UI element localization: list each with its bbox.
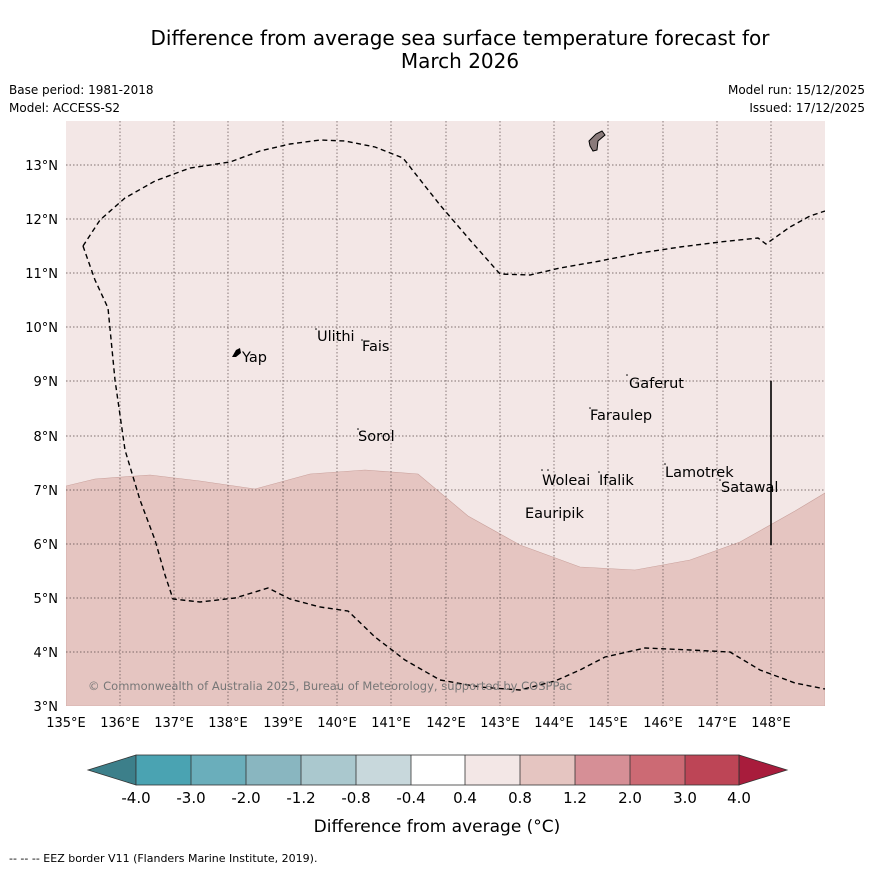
colorbar-tick: 1.2 — [563, 789, 587, 807]
lat-label: 5°N — [34, 592, 59, 607]
colorbar-tick: 2.0 — [618, 789, 642, 807]
yap-island — [232, 348, 241, 357]
lon-label: 137°E — [154, 716, 194, 731]
place-lamotrek: Lamotrek — [665, 465, 734, 481]
anomaly-region-warm — [66, 469, 825, 706]
colorbar-tick: 3.0 — [673, 789, 697, 807]
place-ulithi: Ulithi — [317, 329, 355, 345]
place-yap: Yap — [241, 350, 267, 366]
lat-label: 8°N — [34, 430, 59, 445]
colorbar-swatch — [465, 755, 520, 785]
colorbar-swatch — [520, 755, 575, 785]
lon-label: 136°E — [100, 716, 140, 731]
colorbar-swatch — [685, 755, 739, 785]
map-title: Difference from average sea surface temp… — [0, 27, 873, 73]
lon-label: 146°E — [643, 716, 683, 731]
lon-label: 140°E — [317, 716, 357, 731]
colorbar-tick: -1.2 — [286, 789, 315, 807]
meta-left: Base period: 1981-2018 Model: ACCESS-S2 — [9, 81, 154, 117]
place-satawal: Satawal — [721, 480, 778, 496]
meta-right: Model run: 15/12/2025 Issued: 17/12/2025 — [728, 81, 865, 117]
lat-label: 6°N — [34, 538, 59, 553]
lat-label: 13°N — [25, 159, 58, 174]
eez-footnote: -- -- -- EEZ border V11 (Flanders Marine… — [9, 852, 318, 865]
lon-label: 139°E — [263, 716, 303, 731]
colorbar-swatch — [301, 755, 356, 785]
map-copyright: © Commonwealth of Australia 2025, Bureau… — [88, 679, 572, 693]
colorbar-tick: -2.0 — [231, 789, 260, 807]
colorbar-swatch — [575, 755, 630, 785]
colorbar-tick: 4.0 — [727, 789, 751, 807]
lat-label: 3°N — [34, 700, 59, 715]
lon-label: 141°E — [371, 716, 411, 731]
colorbar-tick: -0.8 — [341, 789, 370, 807]
place-faraulep: Faraulep — [590, 408, 652, 424]
colorbar-swatch — [246, 755, 301, 785]
lon-label: 144°E — [534, 716, 574, 731]
guam-island — [588, 130, 606, 152]
colorbar: -4.0 -3.0 -2.0 -1.2 -0.8 -0.4 0.4 0.8 1.… — [86, 754, 789, 837]
lon-label: 143°E — [480, 716, 520, 731]
place-fais: Fais — [362, 339, 389, 355]
colorbar-tick: -3.0 — [176, 789, 205, 807]
base-period: Base period: 1981-2018 — [9, 83, 154, 97]
lat-label: 7°N — [34, 484, 59, 499]
colorbar-swatch — [191, 755, 246, 785]
colorbar-tick: -4.0 — [121, 789, 150, 807]
issued-date: Issued: 17/12/2025 — [749, 101, 865, 115]
place-eauripik: Eauripik — [525, 506, 584, 522]
colorbar-tick: -0.4 — [396, 789, 425, 807]
lon-label: 147°E — [697, 716, 737, 731]
lon-label: 135°E — [46, 716, 86, 731]
lon-label: 138°E — [208, 716, 248, 731]
map-area: Yap Ulithi Fais Sorol Gaferut Faraulep W… — [66, 121, 825, 706]
place-woleai: Woleai — [542, 473, 590, 489]
lon-label: 142°E — [426, 716, 466, 731]
colorbar-swatch — [411, 755, 465, 785]
place-sorol: Sorol — [358, 429, 395, 445]
eez-border-north — [82, 139, 825, 276]
lon-label: 148°E — [751, 716, 791, 731]
lat-label: 9°N — [34, 375, 59, 390]
lon-label: 145°E — [588, 716, 628, 731]
title-line-1: Difference from average sea surface temp… — [150, 26, 770, 50]
lat-label: 10°N — [25, 321, 58, 336]
colorbar-swatch — [136, 755, 191, 785]
colorbar-title: Difference from average (°C) — [314, 817, 561, 837]
colorbar-tick: 0.4 — [453, 789, 477, 807]
place-ifalik: Ifalik — [599, 473, 634, 489]
model-name: Model: ACCESS-S2 — [9, 101, 121, 115]
graticule — [66, 121, 825, 706]
colorbar-swatch — [630, 755, 685, 785]
colorbar-extend-low — [86, 754, 137, 786]
lat-label: 12°N — [25, 213, 58, 228]
colorbar-extend-high — [738, 754, 789, 786]
colorbar-swatch — [356, 755, 411, 785]
title-line-2: March 2026 — [400, 49, 520, 73]
place-gaferut: Gaferut — [629, 376, 684, 392]
lat-label: 4°N — [34, 646, 59, 661]
model-run: Model run: 15/12/2025 — [727, 83, 865, 97]
lat-label: 11°N — [25, 267, 58, 282]
colorbar-tick: 0.8 — [508, 789, 532, 807]
